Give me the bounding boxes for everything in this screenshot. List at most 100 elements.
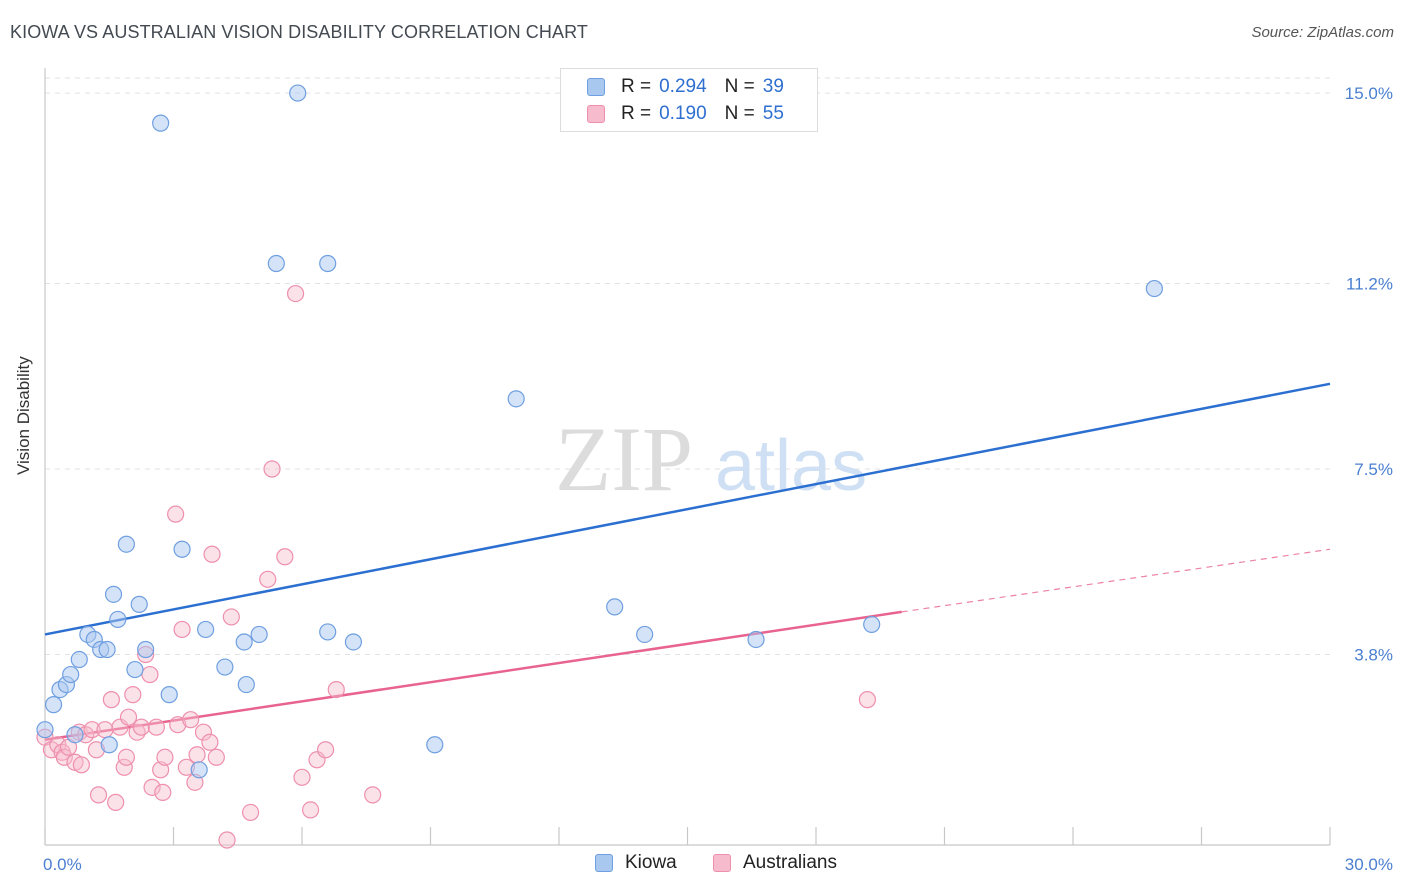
kiowa-n-value: 39 (762, 76, 784, 97)
australians-trendline-extension (901, 548, 1331, 613)
australians-point (242, 803, 260, 822)
y-tick-label: 15.0% (1345, 84, 1393, 103)
australians-point (858, 691, 877, 709)
y-tick-labels: 3.8% 7.5% 11.2% 15.0% (1345, 84, 1393, 664)
chart-title: KIOWA VS AUSTRALIAN VISION DISABILITY CO… (10, 22, 588, 42)
y-tick-label: 3.8% (1354, 646, 1393, 665)
australians-point (72, 756, 91, 774)
kiowa-point (152, 114, 170, 132)
kiowa-point (426, 736, 444, 754)
kiowa-point (137, 640, 155, 659)
axes (44, 68, 1331, 846)
kiowa-point (344, 633, 362, 651)
australians-point (182, 711, 200, 729)
australians-point (96, 721, 114, 739)
australians-point (102, 691, 120, 709)
x-tick-label-max: 30.0% (1345, 855, 1393, 874)
kiowa-point (747, 630, 765, 649)
australians-point (147, 718, 165, 736)
australians-point (259, 570, 277, 588)
kiowa-point (237, 675, 255, 694)
kiowa-point (117, 535, 135, 553)
australians-legend-label: Australians (743, 852, 837, 873)
kiowa-legend-label: Kiowa (625, 852, 677, 873)
kiowa-point (160, 686, 178, 704)
australians-point (115, 758, 133, 776)
x-tick-labels: 0.0% 30.0% (43, 855, 1393, 874)
kiowa-point (109, 610, 127, 629)
bottom-legend-australians: Australians (713, 852, 837, 874)
kiowa-point (289, 84, 307, 102)
kiowa-point (36, 721, 54, 739)
australians-point (124, 686, 142, 704)
kiowa-point (173, 540, 191, 558)
kiowa-point (863, 615, 881, 634)
kiowa-legend-swatch (595, 854, 613, 872)
australians-point (188, 746, 206, 764)
watermark: ZIP atlas (555, 408, 867, 510)
australians-point (169, 716, 187, 734)
australians-point (203, 545, 221, 563)
australians-r-value: 0.190 (659, 103, 707, 124)
australians-point (55, 748, 73, 766)
gridlines (45, 77, 1330, 656)
kiowa-r-label: R = (621, 76, 652, 97)
australians-point (316, 741, 335, 759)
australians-point (286, 284, 305, 303)
kiowa-point (100, 736, 118, 754)
australians-point (263, 460, 281, 478)
kiowa-point (507, 390, 525, 408)
kiowa-trendline (44, 382, 1331, 636)
y-tick-label: 7.5% (1354, 460, 1393, 479)
kiowa-point (70, 650, 88, 669)
australians-point (218, 831, 236, 849)
australians-point (173, 620, 191, 639)
australians-point (117, 748, 135, 766)
kiowa-point (126, 660, 144, 679)
kiowa-point (66, 726, 84, 744)
australians-n-value: 55 (762, 103, 784, 124)
kiowa-point (235, 633, 253, 651)
kiowa-point (44, 696, 63, 714)
australians-point (222, 608, 240, 626)
australians-point (276, 548, 294, 566)
kiowa-point (130, 595, 148, 613)
y-tick-label: 11.2% (1346, 275, 1393, 294)
kiowa-point (636, 625, 654, 644)
australians-points (36, 284, 877, 849)
kiowa-swatch (587, 78, 605, 96)
australians-point (156, 748, 174, 766)
australians-point (301, 801, 320, 819)
australians-r-label: R = (621, 103, 652, 124)
kiowa-point (250, 625, 268, 644)
australians-swatch (587, 105, 605, 123)
kiowa-point (62, 665, 80, 684)
australians-point (107, 793, 125, 811)
x-tick-label-min: 0.0% (43, 855, 82, 874)
kiowa-point (1145, 279, 1163, 298)
kiowa-n-label: N = (724, 76, 755, 97)
australians-n-label: N = (724, 103, 755, 124)
australians-legend-swatch (713, 854, 731, 872)
australians-point (207, 748, 225, 766)
australians-point (132, 718, 150, 736)
australians-point (143, 778, 161, 796)
australians-point (194, 723, 213, 741)
watermark-atlas: atlas (715, 426, 867, 506)
australians-point (89, 786, 108, 804)
bottom-legend-kiowa: Kiowa (595, 852, 677, 874)
australians-point (119, 708, 138, 726)
australians-point (141, 665, 159, 684)
kiowa-point (197, 620, 215, 639)
australians-point (364, 786, 382, 804)
kiowa-point (267, 254, 285, 273)
kiowa-point (216, 658, 234, 676)
legend-row-kiowa: R = 0.294 N = 39 (561, 73, 784, 101)
kiowa-points (36, 84, 1163, 779)
australians-point (293, 768, 311, 786)
australians-point (154, 783, 172, 801)
australians-point (201, 733, 219, 751)
kiowa-point (190, 761, 208, 779)
watermark-zip: ZIP (555, 408, 693, 510)
